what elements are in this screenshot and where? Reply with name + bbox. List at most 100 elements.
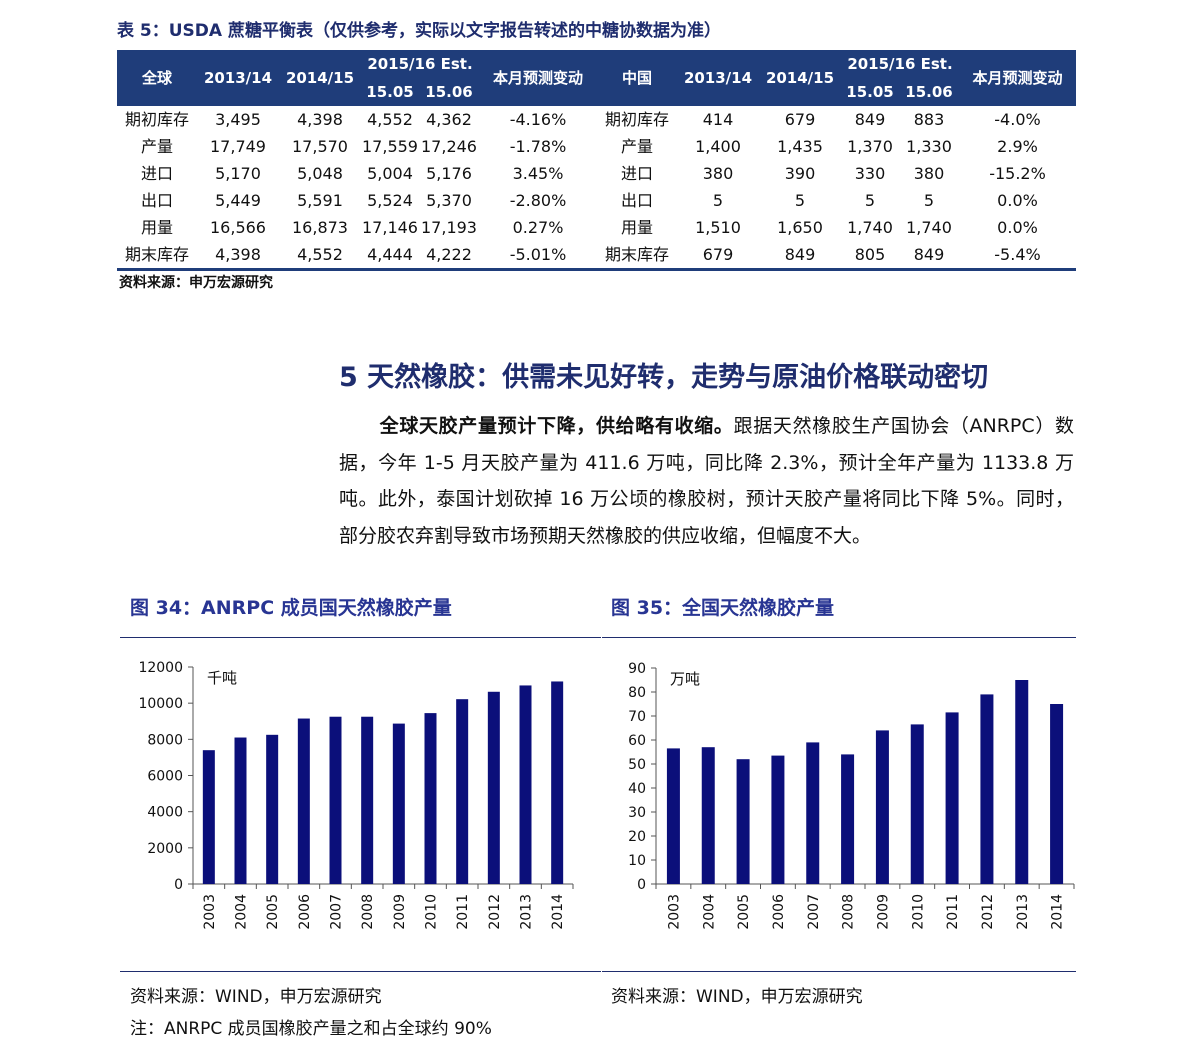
x-tick-label: 2007 — [806, 894, 822, 930]
table-cell: 390 — [784, 164, 816, 183]
row-label: 用量 — [620, 218, 653, 237]
bar — [234, 737, 247, 884]
table-cell: 4,552 — [279, 241, 361, 271]
fig34-chart: 0 2000 4000 6000 8000 10000 12000 千吨 2003 2004 200… — [138, 660, 574, 930]
table-row: 进口 5,170 5,048 5,004 5,176 3.45% 进口 380 390 330 38… — [117, 160, 1076, 187]
bar — [980, 694, 994, 884]
x-tick-label: 2003 — [666, 894, 682, 930]
x-tick-label: 2005 — [265, 894, 281, 930]
bar — [1015, 680, 1029, 884]
header-15-05: 15.05 — [361, 78, 419, 106]
table-cell: 17,146 — [362, 218, 418, 237]
bar — [266, 734, 279, 884]
table-cell: 849 — [759, 241, 841, 271]
table-cell: 0.0% — [997, 218, 1038, 237]
header-2015-16-est: 2015/16 Est. — [841, 50, 959, 78]
fig34-source: 资料来源：WIND，申万宏源研究 — [130, 987, 382, 1007]
y-tick-label: 4000 — [147, 805, 183, 821]
table-cell: 4,398 — [297, 110, 343, 129]
fig35-bottom-rule — [602, 971, 1076, 972]
y-tick-label: 10000 — [138, 696, 183, 712]
header-2014-15: 2014/15 — [279, 50, 361, 106]
table-cell: 1,400 — [695, 137, 741, 156]
table-row: 用量 16,566 16,873 17,146 17,193 0.27% 用量 1,510 1,… — [117, 214, 1076, 241]
table-cell: 5,524 — [367, 191, 413, 210]
header-2015-16-est: 2015/16 Est. — [361, 50, 479, 78]
header-china: 中国 — [597, 50, 677, 106]
row-label: 期末库存 — [597, 241, 677, 271]
row-label: 用量 — [140, 218, 173, 237]
table-row: 产量 17,749 17,570 17,559 17,246 -1.78% 产量 1,400 1… — [117, 133, 1076, 160]
fig35-source: 资料来源：WIND，申万宏源研究 — [611, 987, 863, 1007]
paragraph-lead: 全球天胶产量预计下降，供给略有收缩。 — [379, 415, 734, 437]
table-cell: 679 — [784, 110, 816, 129]
x-tick-label: 2009 — [875, 894, 891, 930]
x-tick-label: 2010 — [424, 894, 440, 930]
row-label: 出口 — [620, 191, 653, 210]
table-row: 出口 5,449 5,591 5,524 5,370 -2.80% 出口 5 5 5 5 0.0% — [117, 187, 1076, 214]
table-cell: -2.80% — [509, 191, 567, 210]
bar — [202, 750, 215, 884]
table-cell: 5 — [794, 191, 806, 210]
table-cell: 1,435 — [777, 137, 823, 156]
y-unit-label: 千吨 — [207, 669, 237, 687]
x-tick-label: 2008 — [841, 894, 857, 930]
table-cell: 5,048 — [297, 164, 343, 183]
table-cell: 4,362 — [426, 110, 472, 129]
section-paragraph: 全球天胶产量预计下降，供给略有收缩。跟据天然橡胶生产国协会（ANRPC）数据，今… — [339, 408, 1074, 554]
sugar-balance-table: 全球 2013/14 2014/15 2015/16 Est. 本月预测变动 中… — [117, 50, 1076, 271]
table-cell: 4,398 — [197, 241, 279, 271]
table-cell: 4,222 — [419, 241, 479, 271]
table-caption: 表 5：USDA 蔗糖平衡表（仅供参考，实际以文字报告转述的中糖协数据为准） — [117, 21, 721, 41]
row-label: 期末库存 — [117, 241, 197, 271]
y-unit-label: 万吨 — [670, 670, 700, 688]
table-cell: 5,170 — [215, 164, 261, 183]
header-monthly-change: 本月预测变动 — [479, 50, 597, 106]
x-tick-label: 2010 — [910, 894, 926, 930]
bar — [456, 699, 469, 884]
x-tick-label: 2014 — [550, 894, 566, 930]
y-tick-label: 70 — [628, 709, 646, 725]
x-tick-label: 2005 — [736, 894, 752, 930]
table-cell: 17,559 — [362, 137, 418, 156]
paragraph-body: 跟据天然橡胶生产国协会（ANRPC）数据，今年 1-5 月天胶产量为 411.6… — [339, 415, 1074, 547]
header-15-06: 15.06 — [899, 78, 959, 106]
row-label: 产量 — [140, 137, 173, 156]
x-tick-label: 2012 — [487, 894, 503, 930]
y-tick-label: 12000 — [138, 660, 183, 676]
table-cell: 17,749 — [210, 137, 266, 156]
x-tick-label: 2013 — [1015, 894, 1031, 930]
table-cell: 5 — [923, 191, 935, 210]
table-cell: 849 — [854, 110, 886, 129]
x-tick-label: 2004 — [701, 894, 717, 930]
bar — [841, 754, 855, 884]
section-title: 5 天然橡胶：供需未见好转，走势与原油价格联动密切 — [339, 362, 989, 393]
table-cell: 16,873 — [292, 218, 348, 237]
x-tick-label: 2006 — [771, 894, 787, 930]
bar — [361, 716, 374, 884]
table-cell: 679 — [677, 241, 759, 271]
bar — [487, 691, 500, 884]
x-tick-label: 2013 — [519, 894, 535, 930]
table-cell: 330 — [854, 164, 886, 183]
table-cell: 5,176 — [426, 164, 472, 183]
x-tick-label: 2004 — [234, 894, 250, 930]
x-tick-label: 2011 — [945, 894, 961, 930]
table-cell: 5 — [712, 191, 724, 210]
table-cell: 1,740 — [906, 218, 952, 237]
fig35-chart: 0 10 20 30 40 50 60 70 80 90 万吨 2003 2004 2005 2006 200… — [628, 661, 1075, 930]
y-tick-label: 30 — [628, 805, 646, 821]
row-label: 期初库存 — [604, 110, 669, 129]
bar — [945, 712, 959, 884]
y-tick-label: 40 — [628, 781, 646, 797]
y-tick-label: 90 — [628, 661, 646, 677]
header-monthly-change: 本月预测变动 — [959, 50, 1076, 106]
header-2014-15: 2014/15 — [759, 50, 841, 106]
table-cell: 1,650 — [777, 218, 823, 237]
y-tick-label: 0 — [637, 877, 646, 893]
table-cell: 4,552 — [367, 110, 413, 129]
x-tick-label: 2008 — [360, 894, 376, 930]
table-cell: 17,246 — [421, 137, 477, 156]
y-tick-label: 0 — [174, 877, 183, 893]
y-tick-label: 2000 — [147, 841, 183, 857]
